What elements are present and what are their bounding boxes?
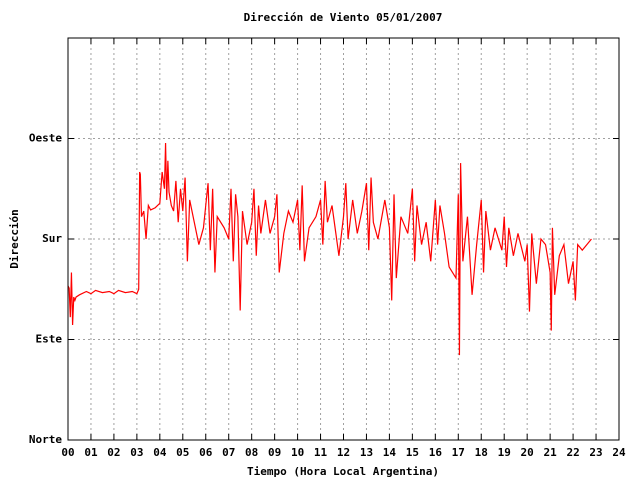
y-tick-label: Este	[36, 333, 63, 346]
x-tick-label: 14	[383, 446, 397, 459]
x-tick-label: 13	[360, 446, 373, 459]
x-tick-label: 00	[61, 446, 74, 459]
x-tick-label: 08	[245, 446, 258, 459]
x-tick-label: 22	[566, 446, 579, 459]
x-tick-label: 21	[544, 446, 558, 459]
x-tick-label: 24	[612, 446, 626, 459]
x-tick-label: 05	[176, 446, 189, 459]
data-line	[67, 142, 592, 356]
x-tick-label: 10	[291, 446, 304, 459]
y-axis-label: Dirección	[8, 209, 21, 269]
x-tick-label: 02	[107, 446, 120, 459]
x-tick-label: 07	[222, 446, 235, 459]
x-tick-label: 04	[153, 446, 167, 459]
x-tick-label: 12	[337, 446, 350, 459]
chart-title: Dirección de Viento 05/01/2007	[244, 11, 443, 24]
x-tick-label: 18	[475, 446, 488, 459]
x-tick-label: 20	[521, 446, 534, 459]
x-tick-label: 09	[268, 446, 281, 459]
x-tick-label: 06	[199, 446, 213, 459]
x-tick-label: 23	[589, 446, 602, 459]
x-tick-label: 19	[498, 446, 511, 459]
x-axis-label: Tiempo (Hora Local Argentina)	[247, 465, 439, 478]
x-tick-label: 01	[84, 446, 98, 459]
y-tick-label: Oeste	[29, 132, 62, 145]
y-tick-label: Sur	[42, 232, 62, 245]
x-tick-label: 03	[130, 446, 143, 459]
x-tick-label: 11	[314, 446, 328, 459]
y-tick-label: Norte	[29, 433, 62, 446]
x-tick-label: 15	[406, 446, 419, 459]
x-tick-label: 17	[452, 446, 465, 459]
plot-frame	[67, 37, 620, 441]
x-tick-label: 16	[429, 446, 443, 459]
